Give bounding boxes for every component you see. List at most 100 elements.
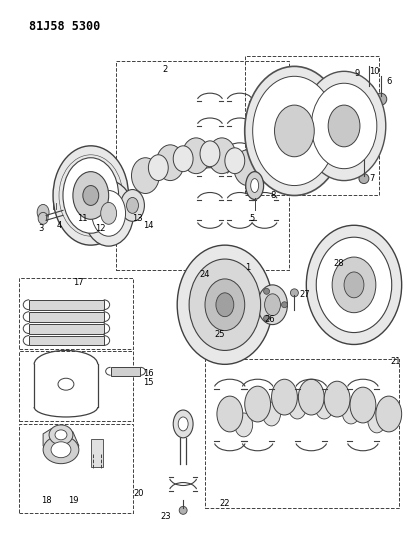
Ellipse shape xyxy=(173,146,193,172)
Text: 28: 28 xyxy=(334,259,344,268)
Ellipse shape xyxy=(342,400,360,424)
Ellipse shape xyxy=(173,410,193,438)
Text: 13: 13 xyxy=(132,214,143,223)
Text: 8: 8 xyxy=(271,191,276,200)
Ellipse shape xyxy=(328,105,360,147)
Ellipse shape xyxy=(55,430,67,440)
Ellipse shape xyxy=(275,105,314,157)
Ellipse shape xyxy=(258,285,287,325)
Ellipse shape xyxy=(263,402,280,426)
Text: 2: 2 xyxy=(163,65,168,74)
Ellipse shape xyxy=(235,413,253,437)
Ellipse shape xyxy=(375,93,387,105)
Ellipse shape xyxy=(282,302,287,308)
Ellipse shape xyxy=(245,386,270,422)
Text: 21: 21 xyxy=(390,357,401,366)
Ellipse shape xyxy=(376,396,402,432)
Text: 10: 10 xyxy=(369,67,379,76)
Text: 5: 5 xyxy=(249,214,254,223)
Text: 24: 24 xyxy=(200,270,210,279)
Ellipse shape xyxy=(51,442,71,458)
Ellipse shape xyxy=(216,293,234,317)
Bar xyxy=(29,300,104,310)
Ellipse shape xyxy=(291,289,298,297)
Ellipse shape xyxy=(182,138,210,174)
Ellipse shape xyxy=(217,396,243,432)
Ellipse shape xyxy=(83,185,99,205)
Bar xyxy=(205,359,399,508)
Ellipse shape xyxy=(200,141,220,167)
Ellipse shape xyxy=(265,294,280,316)
Ellipse shape xyxy=(58,378,74,390)
Text: 20: 20 xyxy=(133,489,144,498)
Ellipse shape xyxy=(316,237,392,333)
Ellipse shape xyxy=(263,288,270,294)
Text: 3: 3 xyxy=(39,224,44,233)
Ellipse shape xyxy=(205,279,245,330)
Ellipse shape xyxy=(179,506,187,514)
Ellipse shape xyxy=(178,417,188,431)
Ellipse shape xyxy=(263,315,270,321)
Ellipse shape xyxy=(272,379,298,415)
Ellipse shape xyxy=(132,158,159,193)
Ellipse shape xyxy=(148,155,168,181)
Bar xyxy=(245,56,379,196)
Text: 16: 16 xyxy=(143,369,154,378)
Text: 7: 7 xyxy=(369,174,374,183)
Ellipse shape xyxy=(37,205,49,220)
Text: 27: 27 xyxy=(299,290,309,300)
Ellipse shape xyxy=(234,150,262,185)
Text: 11: 11 xyxy=(78,214,88,223)
Bar xyxy=(19,424,134,513)
Text: 9: 9 xyxy=(354,69,360,78)
Bar xyxy=(111,367,141,376)
Ellipse shape xyxy=(177,245,272,365)
Text: 18: 18 xyxy=(41,496,51,505)
Ellipse shape xyxy=(53,146,129,245)
Ellipse shape xyxy=(92,190,125,236)
Polygon shape xyxy=(43,427,79,462)
Bar xyxy=(29,324,104,334)
Ellipse shape xyxy=(127,197,139,213)
Ellipse shape xyxy=(332,257,376,313)
Ellipse shape xyxy=(225,148,245,174)
Text: 12: 12 xyxy=(95,224,106,233)
Ellipse shape xyxy=(189,259,261,350)
Text: 6: 6 xyxy=(386,77,391,86)
Ellipse shape xyxy=(246,172,263,199)
Bar xyxy=(115,61,289,270)
Ellipse shape xyxy=(156,145,184,181)
Ellipse shape xyxy=(298,379,324,415)
Ellipse shape xyxy=(208,138,236,174)
Ellipse shape xyxy=(289,395,306,419)
Ellipse shape xyxy=(315,395,333,419)
Text: 22: 22 xyxy=(219,499,230,508)
Bar xyxy=(19,351,134,421)
Text: 23: 23 xyxy=(160,512,171,521)
Ellipse shape xyxy=(306,225,402,344)
Ellipse shape xyxy=(251,179,259,192)
Bar xyxy=(29,336,104,345)
Ellipse shape xyxy=(43,436,79,464)
Bar xyxy=(91,439,103,466)
Text: 19: 19 xyxy=(68,496,78,505)
Ellipse shape xyxy=(364,84,374,94)
Ellipse shape xyxy=(49,425,73,445)
Ellipse shape xyxy=(253,76,336,185)
Bar xyxy=(19,278,134,350)
Ellipse shape xyxy=(245,67,344,196)
Text: 14: 14 xyxy=(143,221,154,230)
Bar xyxy=(29,312,104,321)
Ellipse shape xyxy=(84,181,134,246)
Ellipse shape xyxy=(101,203,117,224)
Text: 15: 15 xyxy=(143,378,154,387)
Ellipse shape xyxy=(368,409,386,433)
Ellipse shape xyxy=(350,387,376,423)
Text: 81J58 5300: 81J58 5300 xyxy=(29,20,100,33)
Text: 17: 17 xyxy=(74,278,84,287)
Ellipse shape xyxy=(344,272,364,298)
Ellipse shape xyxy=(120,190,144,221)
Text: 25: 25 xyxy=(215,330,225,339)
Ellipse shape xyxy=(302,71,386,181)
Ellipse shape xyxy=(63,158,119,233)
